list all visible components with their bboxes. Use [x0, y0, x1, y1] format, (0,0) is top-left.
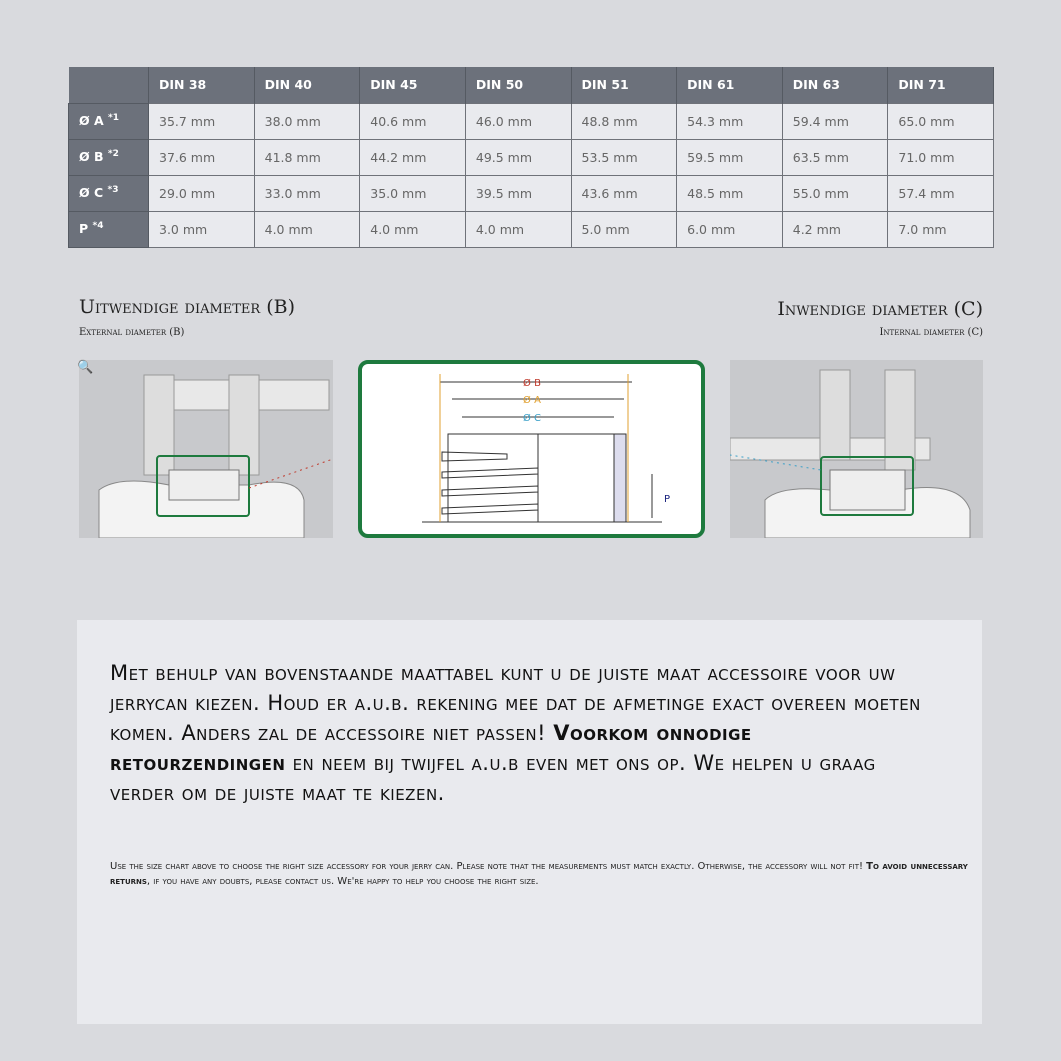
table-cell: 4.0 mm: [359, 210, 466, 248]
table-cell: 48.5 mm: [676, 174, 783, 212]
size-table: DIN 38 DIN 40 DIN 45 DIN 50 DIN 51 DIN 61 DIN …: [68, 67, 994, 248]
table-cell: 59.4 mm: [781, 102, 889, 140]
table-cell: 29.0 mm: [148, 174, 255, 212]
external-subtitle: External diameter (B): [79, 327, 185, 338]
table-cell: 4.2 mm: [781, 210, 889, 248]
external-title: Uitwendige diameter (B): [79, 296, 296, 318]
table-cell: 55.0 mm: [781, 174, 889, 212]
row-header: Ø A *1: [68, 102, 149, 140]
column-header: DIN 63: [782, 67, 889, 103]
table-cell: 7.0 mm: [887, 210, 994, 248]
info-text-nl: Met behulp van bovenstaande maattabel ku…: [110, 661, 921, 805]
table-cell: 48.8 mm: [570, 102, 678, 140]
table-cell: 49.5 mm: [464, 138, 572, 176]
table-cell: 35.7 mm: [148, 102, 255, 140]
thread-diagram: Ø B Ø A Ø C P: [358, 360, 705, 538]
label-c: Ø C: [523, 412, 541, 424]
table-row: Ø A *1 35.7 mm 38.0 mm 40.6 mm 46.0 mm 48.8 m…: [68, 102, 994, 140]
table-cell: 65.0 mm: [887, 102, 994, 140]
table-cell: 33.0 mm: [253, 174, 361, 212]
column-header: DIN 61: [676, 67, 783, 103]
table-cell: 37.6 mm: [148, 138, 255, 176]
table-cell: 54.3 mm: [676, 102, 783, 140]
column-header: DIN 38: [148, 67, 255, 103]
table-cell: 44.2 mm: [359, 138, 466, 176]
table-cell: 71.0 mm: [887, 138, 994, 176]
row-header: P *4: [68, 210, 149, 248]
table-cell: 35.0 mm: [359, 174, 466, 212]
internal-title: Inwendige diameter (C): [777, 298, 983, 320]
internal-caliper-photo: [699, 360, 983, 539]
column-header: DIN 45: [359, 67, 466, 103]
row-header: Ø B *2: [68, 138, 149, 176]
table-cell: 63.5 mm: [781, 138, 889, 176]
table-cell: 41.8 mm: [253, 138, 361, 176]
table-cell: 4.0 mm: [253, 210, 361, 248]
table-cell: 4.0 mm: [464, 210, 572, 248]
label-b: Ø B: [523, 377, 541, 389]
table-row: Ø C *3 29.0 mm 33.0 mm 35.0 mm 39.5 mm 43.6 m…: [68, 174, 994, 212]
column-header: DIN 51: [571, 67, 678, 103]
info-text-en: Use the size chart above to choose the r…: [110, 861, 968, 887]
column-header: DIN 50: [465, 67, 572, 103]
table-cell: 40.6 mm: [359, 102, 466, 140]
table-cell: 53.5 mm: [570, 138, 678, 176]
internal-subtitle: Internal diameter (C): [879, 327, 983, 338]
table-cell: 3.0 mm: [148, 210, 255, 248]
table-cell: 43.6 mm: [570, 174, 678, 212]
table-cell: 6.0 mm: [676, 210, 783, 248]
table-cell: 5.0 mm: [570, 210, 678, 248]
row-header: Ø C *3: [68, 174, 149, 212]
table-cell: 59.5 mm: [676, 138, 783, 176]
label-a: Ø A: [523, 394, 541, 406]
table-cell: 39.5 mm: [464, 174, 572, 212]
table-row: Ø B *2 37.6 mm 41.8 mm 44.2 mm 49.5 mm 53.5 m…: [68, 138, 994, 176]
table-row: P *4 3.0 mm 4.0 mm 4.0 mm 4.0 mm 5.0 mm 6.0 mm…: [68, 210, 994, 248]
zoom-icon[interactable]: 🔍: [77, 360, 94, 375]
column-header: DIN 40: [254, 67, 361, 103]
external-caliper-photo: [79, 360, 360, 539]
table-cell: 38.0 mm: [253, 102, 361, 140]
label-p: P: [664, 494, 670, 505]
column-header: DIN 71: [887, 67, 994, 103]
info-box: Met behulp van bovenstaande maattabel ku…: [77, 620, 982, 1024]
corner-cell: [68, 67, 149, 103]
table-cell: 57.4 mm: [887, 174, 994, 212]
table-cell: 46.0 mm: [464, 102, 572, 140]
